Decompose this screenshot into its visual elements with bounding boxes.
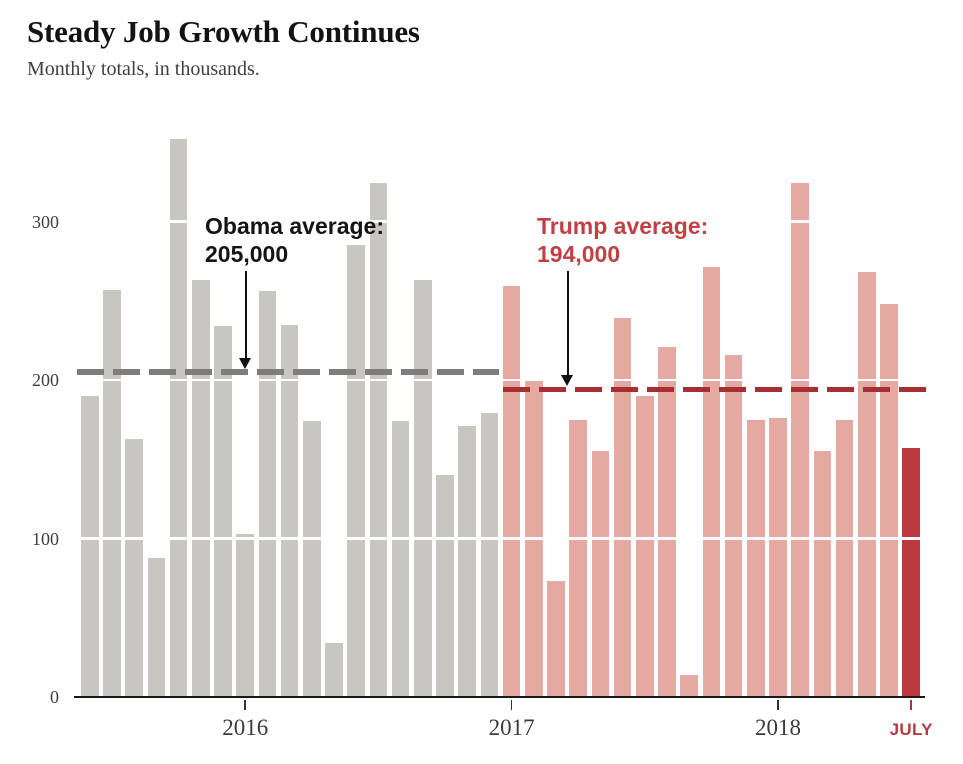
bar xyxy=(347,245,365,697)
bar xyxy=(902,448,920,697)
gridline-break-100 xyxy=(77,537,925,540)
y-axis-label: 300 xyxy=(32,211,59,232)
y-axis-label: 200 xyxy=(32,370,59,390)
bar xyxy=(502,286,521,697)
bar xyxy=(658,346,676,697)
x-axis-label-2017: 2017 xyxy=(488,715,535,740)
bar xyxy=(480,413,499,697)
bar xyxy=(613,318,632,697)
obama-average-value: 205,000 xyxy=(205,241,289,267)
bar xyxy=(547,581,565,697)
x-axis-label-2016: 2016 xyxy=(222,715,269,740)
bar xyxy=(258,291,277,697)
bar xyxy=(369,183,388,697)
bar xyxy=(569,419,587,697)
bar xyxy=(125,438,143,697)
chart-subtitle: Monthly totals, in thousands. xyxy=(27,58,260,80)
bar xyxy=(214,326,232,697)
x-axis-label-2018: 2018 xyxy=(755,715,801,740)
x-axis-tick xyxy=(910,700,913,710)
x-axis-tick xyxy=(777,700,779,710)
x-axis-label-july: JULY xyxy=(889,720,933,739)
trump-average-label: Trump average: xyxy=(537,213,709,239)
bar xyxy=(192,280,210,697)
chart-title: Steady Job Growth Continues xyxy=(27,14,420,49)
obama-average-annotation: Obama average: 205,000 xyxy=(205,212,384,268)
bar xyxy=(769,418,787,697)
obama-arrowhead xyxy=(238,357,251,369)
bar xyxy=(236,533,254,697)
gridline-break-200 xyxy=(77,378,925,382)
bar xyxy=(813,451,832,697)
obama-average-label: Obama average: xyxy=(205,213,384,239)
trump-average-value: 194,000 xyxy=(537,241,621,267)
obama-average-line xyxy=(77,369,499,375)
bar xyxy=(303,421,321,697)
trump-average-line xyxy=(502,386,931,393)
bar xyxy=(791,183,809,697)
trump-arrow xyxy=(566,271,570,377)
bar xyxy=(747,419,765,697)
bar xyxy=(169,139,188,697)
x-axis-tick xyxy=(244,700,247,710)
y-axis-label: 100 xyxy=(32,528,59,549)
trump-arrowhead xyxy=(560,375,573,387)
bar xyxy=(858,272,876,697)
bar xyxy=(680,674,698,697)
bar xyxy=(724,354,743,697)
bar xyxy=(702,267,721,697)
trump-average-annotation: Trump average: 194,000 xyxy=(537,212,708,268)
bar xyxy=(436,475,454,697)
bar xyxy=(280,324,299,697)
bar xyxy=(391,421,410,697)
bar xyxy=(636,395,654,697)
bar xyxy=(458,425,476,697)
y-axis-label: 0 xyxy=(50,687,59,707)
bar xyxy=(103,289,121,697)
x-axis-tick xyxy=(510,700,513,710)
obama-arrow xyxy=(244,271,248,359)
bar xyxy=(591,451,610,697)
bar xyxy=(325,643,343,697)
bar xyxy=(414,280,432,697)
gridline-break-300 xyxy=(77,220,925,223)
bar xyxy=(81,395,99,697)
bar xyxy=(835,419,854,697)
bar xyxy=(880,303,898,697)
bar xyxy=(147,557,166,697)
x-axis-line xyxy=(74,696,925,698)
